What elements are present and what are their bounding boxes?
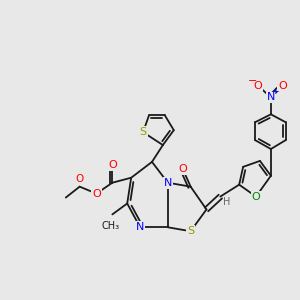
Text: CH₃: CH₃ <box>101 221 119 231</box>
Text: O: O <box>254 81 262 91</box>
Text: O: O <box>92 189 101 199</box>
Text: O: O <box>76 174 84 184</box>
Text: O: O <box>178 164 187 174</box>
Text: S: S <box>140 127 147 137</box>
Text: +: + <box>271 87 279 96</box>
Text: O: O <box>108 160 117 170</box>
Text: N: N <box>267 92 275 103</box>
Text: N: N <box>164 178 172 188</box>
Text: O: O <box>252 192 260 202</box>
Text: H: H <box>223 196 230 206</box>
Text: O: O <box>278 81 287 91</box>
Text: S: S <box>187 226 194 236</box>
Text: −: − <box>248 76 257 85</box>
Text: N: N <box>136 222 144 232</box>
